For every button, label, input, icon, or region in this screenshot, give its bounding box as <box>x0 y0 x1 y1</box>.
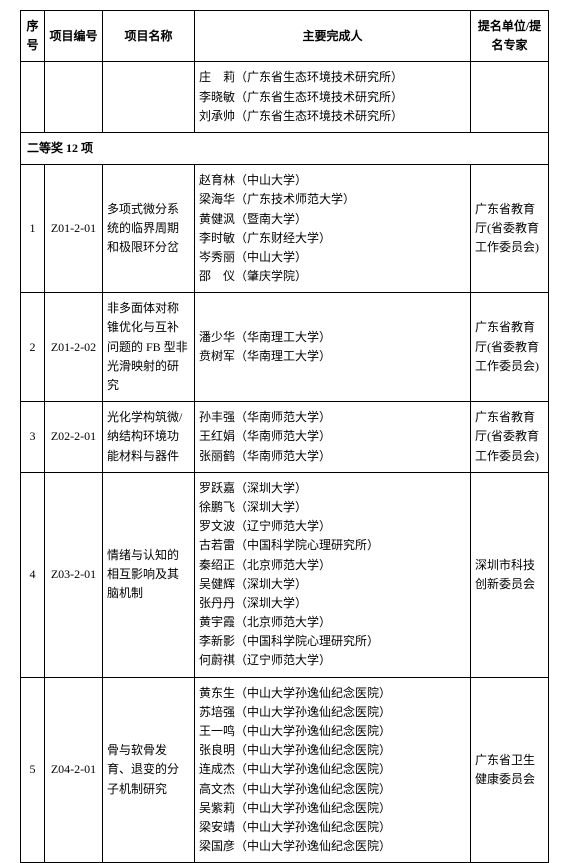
person-entry: 岑秀丽（中山大学） <box>199 248 466 267</box>
person-entry: 徐鹏飞（深圳大学） <box>199 498 466 517</box>
cell-persons: 黄东生（中山大学孙逸仙纪念医院）苏培强（中山大学孙逸仙纪念医院）王一鸣（中山大学… <box>195 677 471 863</box>
cell-seq: 3 <box>21 402 45 473</box>
section-title: 二等奖 12 项 <box>21 132 549 164</box>
header-code: 项目编号 <box>45 11 103 62</box>
cell-seq: 4 <box>21 472 45 677</box>
cell-persons: 赵育林（中山大学）梁海华（广东技术师范大学）黄健沨（暨南大学）李时敏（广东财经大… <box>195 165 471 293</box>
person-entry: 张良明（中山大学孙逸仙纪念医院） <box>199 741 466 760</box>
cell-persons: 潘少华（华南理工大学）贲树军（华南理工大学） <box>195 293 471 402</box>
person-entry: 贲树军（华南理工大学） <box>199 347 466 366</box>
person-entry: 李时敏（广东财经大学） <box>199 229 466 248</box>
cell-persons: 庄 莉（广东省生态环境技术研究所）李晓敏（广东省生态环境技术研究所）刘承帅（广东… <box>195 62 471 133</box>
person-entry: 罗跃嘉（深圳大学） <box>199 479 466 498</box>
cell-persons: 罗跃嘉（深圳大学）徐鹏飞（深圳大学）罗文波（辽宁师范大学）古若雷（中国科学院心理… <box>195 472 471 677</box>
cell-nominator: 广东省卫生健康委员会 <box>471 677 549 863</box>
cell-name: 多项式微分系统的临界周期和极限环分岔 <box>103 165 195 293</box>
cell-name: 非多面体对称锥优化与互补问题的 FB 型非光滑映射的研究 <box>103 293 195 402</box>
prelude-row: 庄 莉（广东省生态环境技术研究所）李晓敏（广东省生态环境技术研究所）刘承帅（广东… <box>21 62 549 133</box>
person-entry: 王一鸣（中山大学孙逸仙纪念医院） <box>199 722 466 741</box>
award-table: 序号 项目编号 项目名称 主要完成人 提名单位/提名专家 庄 莉（广东省生态环境… <box>20 10 549 863</box>
header-seq: 序号 <box>21 11 45 62</box>
cell-persons: 孙丰强（华南师范大学）王红娟（华南师范大学）张丽鹤（华南师范大学） <box>195 402 471 473</box>
table-row: 1 Z01-2-01 多项式微分系统的临界周期和极限环分岔 赵育林（中山大学）梁… <box>21 165 549 293</box>
person-entry: 连成杰（中山大学孙逸仙纪念医院） <box>199 760 466 779</box>
cell-nominator: 广东省教育厅(省委教育工作委员会) <box>471 293 549 402</box>
person-entry: 梁海华（广东技术师范大学） <box>199 190 466 209</box>
person-entry: 王红娟（华南师范大学） <box>199 427 466 446</box>
cell-empty <box>21 62 45 133</box>
table-header: 序号 项目编号 项目名称 主要完成人 提名单位/提名专家 <box>21 11 549 62</box>
person-entry: 黄宇霞（北京师范大学） <box>199 613 466 632</box>
person-entry: 李晓敏（广东省生态环境技术研究所） <box>199 88 466 107</box>
table-row: 2 Z01-2-02 非多面体对称锥优化与互补问题的 FB 型非光滑映射的研究 … <box>21 293 549 402</box>
person-entry: 黄健沨（暨南大学） <box>199 210 466 229</box>
cell-code: Z01-2-02 <box>45 293 103 402</box>
person-entry: 罗文波（辽宁师范大学） <box>199 517 466 536</box>
person-entry: 张丹丹（深圳大学） <box>199 594 466 613</box>
cell-code: Z03-2-01 <box>45 472 103 677</box>
person-entry: 潘少华（华南理工大学） <box>199 328 466 347</box>
person-entry: 古若雷（中国科学院心理研究所） <box>199 536 466 555</box>
person-entry: 赵育林（中山大学） <box>199 171 466 190</box>
person-entry: 庄 莉（广东省生态环境技术研究所） <box>199 68 466 87</box>
cell-name: 骨与软骨发育、退变的分子机制研究 <box>103 677 195 863</box>
cell-empty <box>45 62 103 133</box>
table-row: 5 Z04-2-01 骨与软骨发育、退变的分子机制研究 黄东生（中山大学孙逸仙纪… <box>21 677 549 863</box>
cell-nominator: 广东省教育厅(省委教育工作委员会) <box>471 402 549 473</box>
section-title-row: 二等奖 12 项 <box>21 132 549 164</box>
cell-seq: 1 <box>21 165 45 293</box>
cell-seq: 5 <box>21 677 45 863</box>
page-container: 序号 项目编号 项目名称 主要完成人 提名单位/提名专家 庄 莉（广东省生态环境… <box>0 0 569 796</box>
header-name: 项目名称 <box>103 11 195 62</box>
cell-empty <box>103 62 195 133</box>
person-entry: 刘承帅（广东省生态环境技术研究所） <box>199 107 466 126</box>
person-entry: 何蔚祺（辽宁师范大学） <box>199 651 466 670</box>
cell-nominator: 广东省教育厅(省委教育工作委员会) <box>471 165 549 293</box>
table-row: 4 Z03-2-01 情绪与认知的相互影响及其脑机制 罗跃嘉（深圳大学）徐鹏飞（… <box>21 472 549 677</box>
person-entry: 苏培强（中山大学孙逸仙纪念医院） <box>199 703 466 722</box>
person-entry: 黄东生（中山大学孙逸仙纪念医院） <box>199 684 466 703</box>
header-persons: 主要完成人 <box>195 11 471 62</box>
cell-nominator: 深圳市科技创新委员会 <box>471 472 549 677</box>
person-entry: 孙丰强（华南师范大学） <box>199 408 466 427</box>
cell-name: 光化学构筑微/纳结构环境功能材料与器件 <box>103 402 195 473</box>
person-entry: 梁安靖（中山大学孙逸仙纪念医院） <box>199 818 466 837</box>
cell-code: Z01-2-01 <box>45 165 103 293</box>
person-entry: 梁国彦（中山大学孙逸仙纪念医院） <box>199 837 466 856</box>
person-entry: 李新影（中国科学院心理研究所） <box>199 632 466 651</box>
cell-name: 情绪与认知的相互影响及其脑机制 <box>103 472 195 677</box>
cell-code: Z02-2-01 <box>45 402 103 473</box>
cell-empty <box>471 62 549 133</box>
table-row: 3 Z02-2-01 光化学构筑微/纳结构环境功能材料与器件 孙丰强（华南师范大… <box>21 402 549 473</box>
header-nominator: 提名单位/提名专家 <box>471 11 549 62</box>
person-entry: 邵 仪（肇庆学院） <box>199 267 466 286</box>
cell-seq: 2 <box>21 293 45 402</box>
person-entry: 张丽鹤（华南师范大学） <box>199 447 466 466</box>
person-entry: 吴紫莉（中山大学孙逸仙纪念医院） <box>199 799 466 818</box>
person-entry: 吴健辉（深圳大学） <box>199 575 466 594</box>
cell-code: Z04-2-01 <box>45 677 103 863</box>
person-entry: 秦绍正（北京师范大学） <box>199 556 466 575</box>
